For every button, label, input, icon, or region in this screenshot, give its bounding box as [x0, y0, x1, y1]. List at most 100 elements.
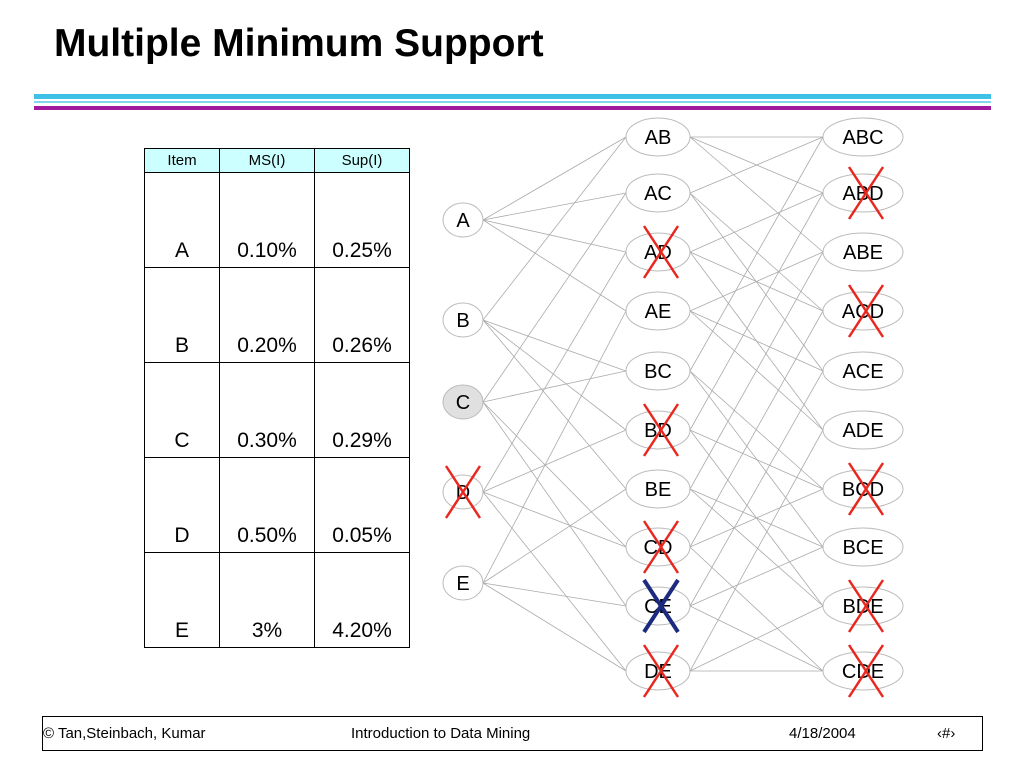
cross-stroke	[642, 520, 680, 574]
lattice-edge	[689, 488, 824, 607]
lattice-edge	[689, 429, 824, 490]
node-label: AC	[644, 183, 672, 205]
lattice-edge	[689, 192, 824, 372]
itemset-lattice: ABCDEABACADAEBCBDBECDCEDEABCABDABEACDACE…	[442, 117, 904, 698]
header-sup: Sup(I)	[314, 148, 410, 173]
node-label: AB	[645, 127, 672, 149]
lattice-edge	[689, 429, 824, 672]
node-ellipse	[822, 469, 904, 509]
lattice-edge	[689, 310, 824, 548]
node-ellipse	[822, 586, 904, 626]
lattice-edge	[482, 319, 627, 431]
lattice-edge	[689, 370, 824, 548]
red-cross-mark	[847, 644, 885, 698]
node-ellipse	[822, 232, 904, 272]
lattice-edge	[482, 491, 627, 672]
footer-course: Introduction to Data Mining	[351, 725, 531, 742]
itemset-node-ce: CE	[625, 578, 691, 634]
red-cross-mark	[642, 520, 680, 574]
lattice-edge	[482, 136, 627, 321]
cell-item: A	[144, 172, 220, 268]
lattice-edge	[482, 488, 627, 584]
node-ellipse	[442, 302, 484, 338]
node-ellipse	[625, 232, 691, 272]
itemset-node-bd: BD	[625, 403, 691, 457]
node-label: ABD	[842, 183, 883, 205]
itemset-node-bce: BCE	[822, 527, 904, 567]
red-cross-mark	[847, 166, 885, 220]
itemset-node-ade: ADE	[822, 410, 904, 450]
node-label: CDE	[842, 661, 884, 683]
itemset-node-ab: AB	[625, 117, 691, 157]
node-ellipse	[625, 469, 691, 509]
lattice-edge	[482, 251, 627, 493]
node-ellipse	[625, 351, 691, 391]
node-ellipse	[442, 384, 484, 420]
cross-stroke	[847, 462, 885, 516]
lattice-edge	[689, 546, 824, 672]
itemset-node-abc: ABC	[822, 117, 904, 157]
cell-sup: 4.20%	[314, 552, 410, 648]
lattice-edge	[689, 136, 824, 372]
table-header-row: Item MS(I) Sup(I)	[144, 148, 410, 173]
lattice-edge	[689, 192, 824, 431]
lattice-edge	[482, 192, 627, 403]
lattice-edges	[482, 136, 824, 672]
footer-page-number: ‹#›	[937, 725, 956, 742]
footer-copyright: © Tan,Steinbach, Kumar	[43, 725, 206, 742]
red-cross-mark	[642, 225, 680, 279]
node-label: A	[456, 210, 470, 232]
itemset-node-de: DE	[625, 644, 691, 698]
lattice-edge	[482, 429, 627, 493]
node-label: C	[456, 392, 470, 414]
title-rule-purple	[34, 106, 991, 110]
cell-item: E	[144, 552, 220, 648]
itemset-node-bde: BDE	[822, 579, 904, 633]
node-label: BCD	[842, 479, 884, 501]
cell-sup: 0.26%	[314, 267, 410, 363]
support-table: Item MS(I) Sup(I) A 0.10% 0.25% B 0.20% …	[144, 148, 410, 648]
node-ellipse	[625, 527, 691, 567]
itemset-node-ace: ACE	[822, 351, 904, 391]
lattice-edge	[689, 488, 824, 548]
lattice-edge	[689, 605, 824, 672]
red-cross-mark	[847, 284, 885, 338]
lattice-edge	[689, 370, 824, 490]
node-label: BCE	[842, 537, 883, 559]
node-label: ABE	[843, 242, 883, 264]
itemset-node-bcd: BCD	[822, 462, 904, 516]
cross-stroke	[847, 579, 885, 633]
node-ellipse	[442, 202, 484, 238]
lattice-edge	[689, 192, 824, 312]
lattice-edge	[482, 401, 627, 548]
node-ellipse	[625, 586, 691, 626]
table-row: C 0.30% 0.29%	[144, 362, 410, 458]
node-ellipse	[822, 117, 904, 157]
red-cross-mark	[642, 644, 680, 698]
lattice-edge	[482, 319, 627, 372]
node-label: BDE	[842, 596, 883, 618]
cell-ms: 0.30%	[219, 362, 315, 458]
cell-sup: 0.05%	[314, 457, 410, 553]
itemset-node-ae: AE	[625, 291, 691, 331]
itemset-node-abe: ABE	[822, 232, 904, 272]
node-label: ACE	[842, 361, 883, 383]
cross-stroke	[847, 644, 885, 698]
lattice-edge	[482, 136, 627, 221]
node-label: BC	[644, 361, 672, 383]
itemset-node-cde: CDE	[822, 644, 904, 698]
node-ellipse	[625, 651, 691, 691]
lattice-edge	[689, 546, 824, 607]
lattice-edge	[689, 370, 824, 607]
node-ellipse	[822, 291, 904, 331]
node-label: E	[456, 573, 469, 595]
lattice-edge	[482, 582, 627, 607]
itemset-node-a: A	[442, 202, 484, 238]
cell-ms: 0.20%	[219, 267, 315, 363]
cross-stroke	[444, 465, 482, 519]
header-ms: MS(I)	[219, 148, 315, 173]
red-cross-mark	[642, 403, 680, 457]
lattice-edge	[482, 491, 627, 548]
node-label: BE	[645, 479, 672, 501]
slide-footer: © Tan,Steinbach, Kumar Introduction to D…	[42, 716, 983, 751]
